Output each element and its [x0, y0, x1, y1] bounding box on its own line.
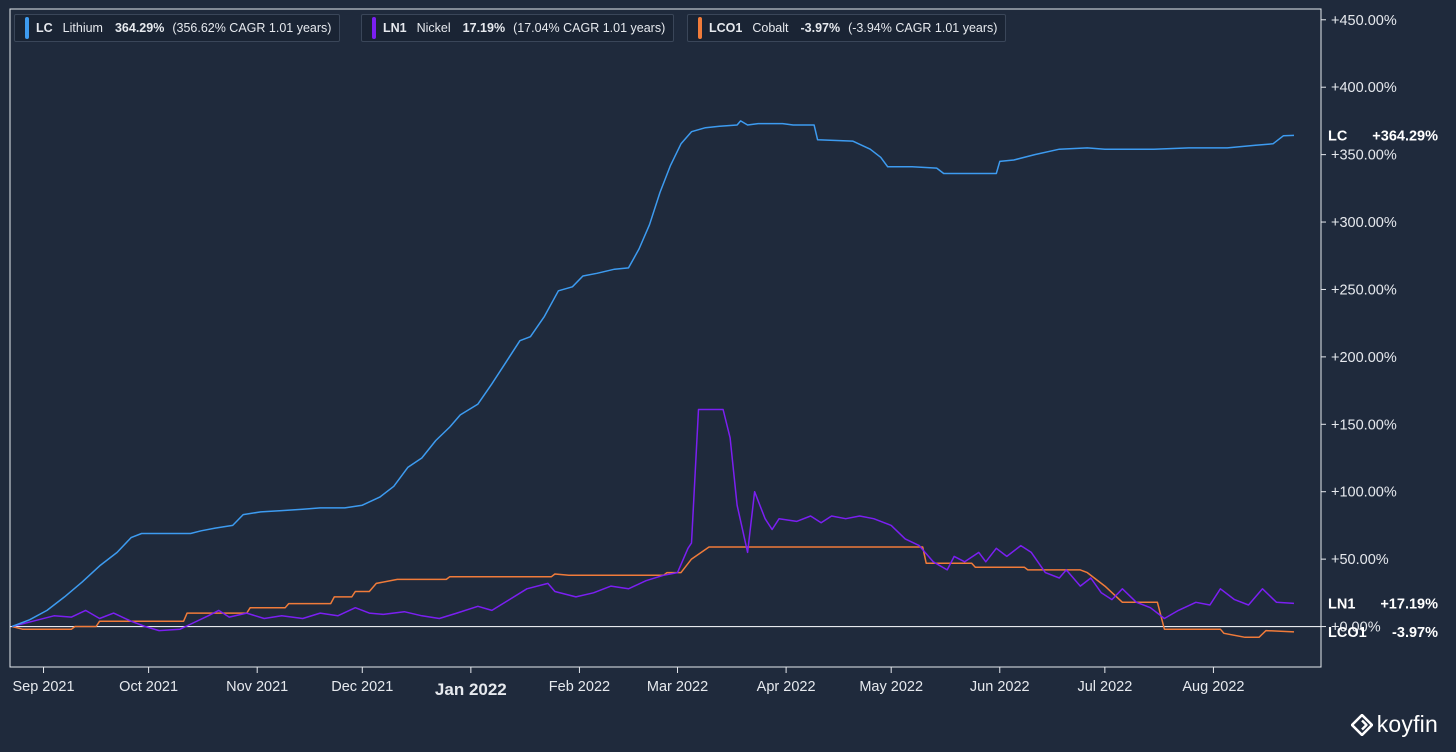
series-lines: [11, 120, 1295, 639]
koyfin-logo: koyfin: [1350, 711, 1438, 738]
x-tick-label: May 2022: [859, 679, 923, 695]
koyfin-logo-icon: [1350, 713, 1373, 736]
legend-name: Nickel: [416, 21, 451, 35]
legend-percent: 364.29%: [114, 21, 165, 35]
nickel-swatch: [372, 17, 376, 39]
y-tick-label: +400.00%: [1331, 80, 1397, 96]
cobalt-swatch: [698, 17, 702, 39]
legend-item-lithium[interactable]: LC Lithium 364.29% (356.62% CAGR 1.01 ye…: [14, 14, 341, 42]
y-tick-label: +50.00%: [1331, 552, 1389, 568]
legend-ticker: LN1: [383, 21, 407, 35]
y-tick-label: +0.00%: [1331, 620, 1381, 636]
x-tick-label: Aug 2022: [1182, 679, 1244, 695]
y-tick-label: +250.00%: [1331, 282, 1397, 298]
legend-cagr: (-3.94% CAGR 1.01 years): [848, 21, 998, 35]
end-label-nickel: LN1 +17.19%: [1328, 596, 1438, 612]
legend-percent: 17.19%: [462, 21, 506, 35]
x-tick-label: Nov 2021: [226, 679, 288, 695]
y-tick-label: +450.00%: [1331, 13, 1397, 29]
x-axis: Sep 2021 Oct 2021 Nov 2021 Dec 2021 Jan 2022…: [12, 667, 1244, 699]
x-tick-label: Sep 2021: [12, 679, 74, 695]
x-tick-label: Feb 2022: [549, 679, 610, 695]
x-tick-label: Mar 2022: [647, 679, 708, 695]
y-tick-label: +200.00%: [1331, 350, 1397, 366]
y-tick-label: +100.00%: [1331, 485, 1397, 501]
x-tick-label: Oct 2021: [119, 679, 178, 695]
lithium-swatch: [25, 17, 29, 39]
y-tick-label: +350.00%: [1331, 148, 1397, 164]
x-tick-label: Jul 2022: [1077, 679, 1132, 695]
y-tick-label: +300.00%: [1331, 215, 1397, 231]
end-label-cobalt: LCO1 -3.97%: [1328, 625, 1438, 641]
series-end-labels: LC +364.29% LN1 +17.19% LCO1 -3.97%: [1328, 128, 1438, 641]
y-tick-label: +150.00%: [1331, 417, 1397, 433]
x-tick-label: Jan 2022: [435, 680, 507, 699]
koyfin-logo-text: koyfin: [1376, 711, 1438, 737]
x-tick-label: Dec 2021: [331, 679, 393, 695]
end-label-lithium: LC +364.29%: [1328, 128, 1438, 144]
x-tick-label: Apr 2022: [757, 679, 816, 695]
legend-cagr: (17.04% CAGR 1.01 years): [513, 21, 666, 35]
series-line-lithium: [11, 120, 1295, 628]
legend-cagr: (356.62% CAGR 1.01 years): [172, 21, 332, 35]
legend-item-cobalt[interactable]: LCO1 Cobalt -3.97% (-3.94% CAGR 1.01 yea…: [687, 14, 1007, 42]
series-line-cobalt: [11, 546, 1295, 639]
plot-area-frame: [9, 8, 1322, 668]
legend-ticker: LC: [36, 21, 53, 35]
y-axis: +0.00% +50.00% +100.00% +150.00% +200.00% +25…: [1321, 13, 1397, 636]
legend-name: Cobalt: [752, 21, 789, 35]
series-line-nickel: [11, 408, 1295, 632]
legend-item-nickel[interactable]: LN1 Nickel 17.19% (17.04% CAGR 1.01 year…: [361, 14, 675, 42]
legend-name: Lithium: [62, 21, 103, 35]
x-tick-label: Jun 2022: [970, 679, 1030, 695]
legend-percent: -3.97%: [800, 21, 841, 35]
legend-ticker: LCO1: [709, 21, 743, 35]
